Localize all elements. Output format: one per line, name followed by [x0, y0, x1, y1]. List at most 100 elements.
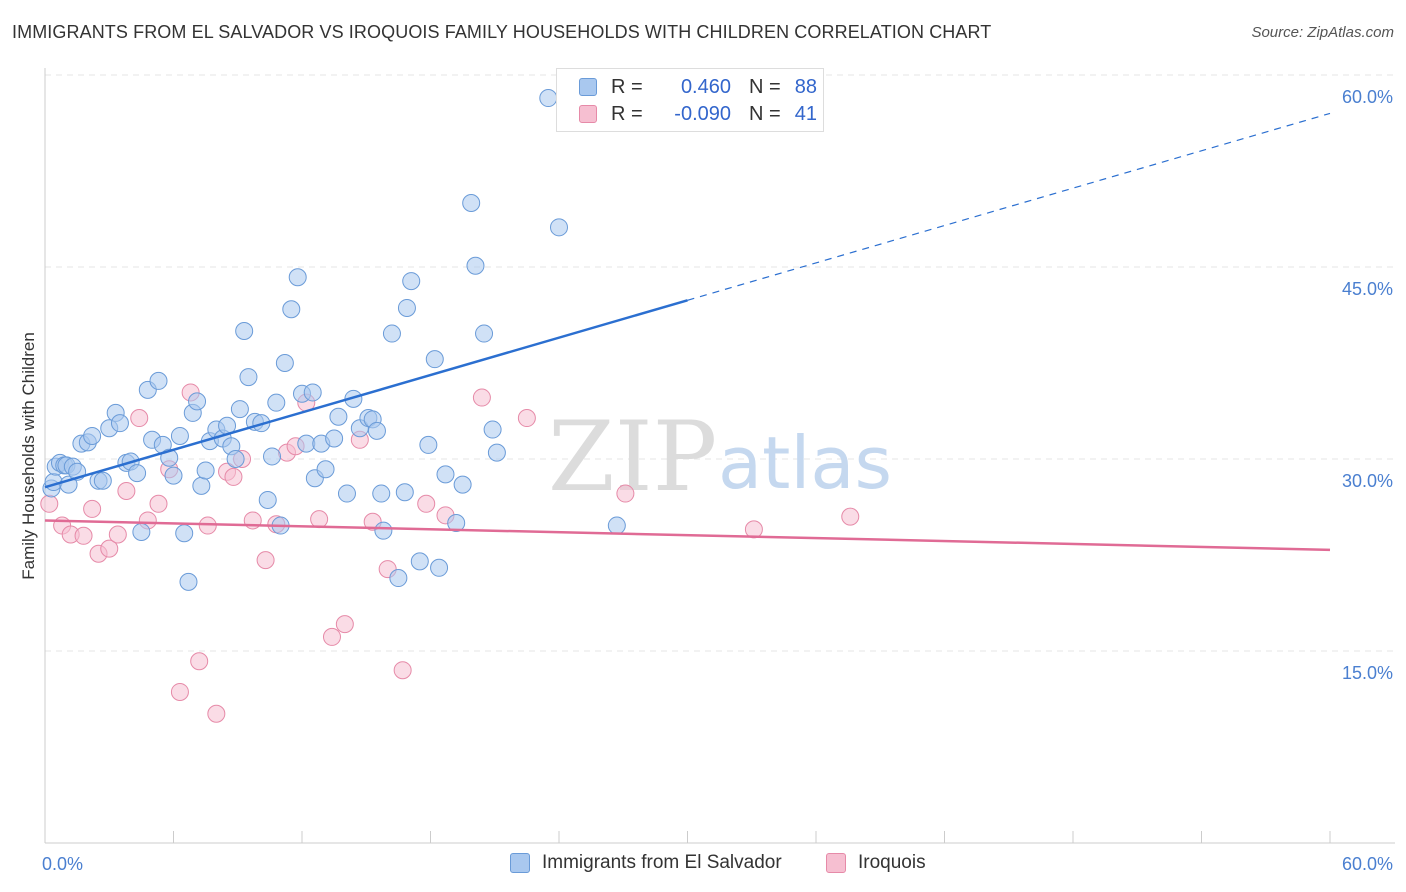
el-salvador-point [230, 400, 249, 419]
el-salvador-point [374, 521, 393, 540]
iroquois-point [198, 516, 217, 535]
el-salvador-point [83, 426, 102, 445]
iroquois-point [170, 682, 189, 701]
iroquois-point [207, 704, 226, 723]
iroquois-point [130, 409, 149, 428]
el-salvador-point [430, 558, 449, 577]
el-salvador-point [303, 383, 322, 402]
el-salvador-point [258, 490, 277, 509]
legend-r-value: -0.090 [674, 102, 731, 125]
legend-row-iroquois: R = -0.090 N = 41 [579, 102, 817, 126]
series-legend: Immigrants from El Salvador Iroquois [0, 852, 1406, 878]
iroquois-point [616, 484, 635, 503]
legend-swatch-pink [579, 105, 597, 123]
y-tick-label: 45.0% [1342, 279, 1393, 299]
el-salvador-trend-extension [687, 112, 1331, 301]
iroquois-point [83, 499, 102, 518]
el-salvador-point [382, 324, 401, 343]
iroquois-point [74, 526, 93, 545]
legend-r-label: R = [611, 102, 643, 125]
el-salvador-point [550, 218, 568, 237]
x-tick-label: 0.0% [42, 854, 83, 874]
el-salvador-point [453, 475, 472, 494]
iroquois-point [393, 661, 412, 680]
legend-label-iroquois: Iroquois [858, 852, 926, 873]
el-salvador-point [263, 447, 282, 466]
legend-label-el-salvador: Immigrants from El Salvador [542, 852, 782, 873]
legend-swatch-pink [826, 853, 846, 873]
iroquois-point [417, 494, 436, 513]
el-salvador-point [436, 465, 455, 484]
el-salvador-point [539, 89, 558, 108]
legend-swatch-blue [579, 78, 597, 96]
el-salvador-points [42, 89, 626, 591]
legend-r-value: 0.460 [680, 75, 731, 98]
el-salvador-point [367, 421, 386, 440]
y-tick-label: 60.0% [1342, 87, 1393, 107]
legend-n-value: 41 [794, 102, 817, 125]
el-salvador-point [170, 426, 189, 445]
el-salvador-point [402, 272, 421, 291]
y-tick-label: 30.0% [1342, 471, 1393, 491]
el-salvador-point [226, 450, 245, 468]
el-salvador-point [425, 350, 444, 369]
el-salvador-point [267, 393, 286, 412]
el-salvador-point [466, 256, 485, 275]
watermark-atlas: atlas [718, 421, 892, 505]
trend-lines [44, 112, 1331, 552]
el-salvador-point [419, 435, 438, 454]
x-tick-labels: 0.0% 60.0% [42, 854, 1393, 874]
el-salvador-point [607, 516, 626, 535]
source-credit: Source: ZipAtlas.com [1251, 24, 1394, 41]
iroquois-point [472, 388, 491, 407]
iroquois-point [322, 627, 341, 646]
el-salvador-trend-line [44, 299, 688, 489]
el-salvador-point [93, 471, 112, 490]
el-salvador-point [192, 476, 211, 495]
el-salvador-point [132, 522, 151, 541]
iroquois-point [310, 510, 329, 529]
el-salvador-point [175, 524, 194, 543]
el-salvador-point [483, 420, 502, 439]
el-salvador-point [288, 268, 307, 287]
el-salvador-point [462, 194, 481, 212]
el-salvador-point [235, 322, 254, 340]
el-salvador-point [239, 368, 258, 387]
el-salvador-point [110, 414, 129, 433]
el-salvador-point [475, 324, 494, 343]
el-salvador-point [329, 407, 348, 426]
legend-item-iroquois[interactable]: Iroquois [826, 852, 926, 874]
axes [44, 68, 1395, 844]
chart-title: IMMIGRANTS FROM EL SALVADOR VS IROQUOIS … [12, 22, 992, 42]
el-salvador-point [316, 460, 335, 479]
iroquois-trend-line [44, 519, 1331, 552]
el-salvador-point [325, 429, 344, 448]
el-salvador-point [297, 434, 316, 453]
iroquois-point [335, 615, 354, 634]
y-tick-label: 15.0% [1342, 663, 1393, 683]
el-salvador-point [447, 514, 466, 532]
iroquois-point [517, 409, 536, 428]
iroquois-point [40, 494, 59, 513]
stats-legend: R = 0.460 N = 88 R = -0.090 N = 41 [556, 68, 824, 132]
el-salvador-point [179, 572, 198, 591]
legend-n-label: N = [749, 75, 781, 98]
iroquois-point [117, 482, 136, 500]
el-salvador-point [487, 443, 506, 462]
iroquois-point [841, 507, 860, 526]
el-salvador-point [275, 354, 294, 372]
iroquois-point [224, 467, 243, 486]
el-salvador-point [372, 484, 391, 503]
el-salvador-point [188, 392, 207, 411]
legend-swatch-blue [510, 853, 530, 873]
el-salvador-point [410, 552, 429, 571]
el-salvador-point [395, 483, 414, 502]
el-salvador-point [397, 298, 416, 317]
y-tick-labels: 15.0% 30.0% 45.0% 60.0% [1342, 87, 1393, 683]
iroquois-point [256, 551, 275, 570]
legend-item-el-salvador[interactable]: Immigrants from El Salvador [510, 852, 782, 874]
iroquois-point [100, 539, 119, 558]
y-axis-title: Family Households with Children [19, 332, 38, 580]
el-salvador-point [164, 466, 183, 485]
